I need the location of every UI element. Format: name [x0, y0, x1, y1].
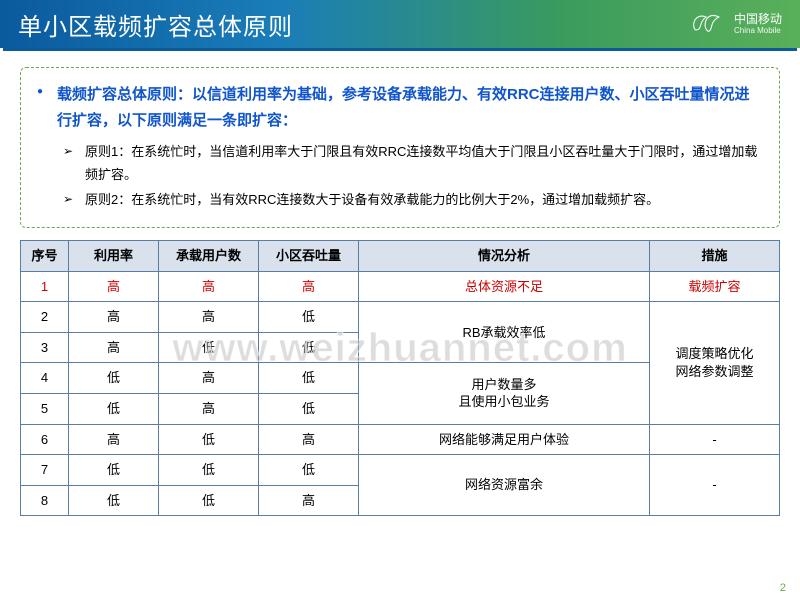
- col-tp: 小区吞吐量: [259, 241, 359, 272]
- page-number: 2: [780, 582, 786, 594]
- logo-text-en: China Mobile: [734, 26, 782, 36]
- table-row: 6 高 低 高 网络能够满足用户体验 -: [21, 424, 780, 455]
- logo-text-cn: 中国移动: [734, 12, 782, 26]
- brand-logo: 中国移动 China Mobile: [688, 9, 782, 39]
- analysis-table: 序号 利用率 承载用户数 小区吞吐量 情况分析 措施 1 高 高 高 总体资源不…: [20, 240, 780, 516]
- principles-box: 载频扩容总体原则：以信道利用率为基础，参考设备承载能力、有效RRC连接用户数、小…: [20, 67, 780, 228]
- table-row: 2 高 高 低 RB承载效率低 调度策略优化 网络参数调整: [21, 302, 780, 333]
- col-no: 序号: [21, 241, 69, 272]
- col-util: 利用率: [69, 241, 159, 272]
- divider: [3, 48, 797, 51]
- page-title: 单小区载频扩容总体原则: [18, 7, 293, 42]
- principle-2: 原则2：在系统忙时，当有效RRC连接数大于设备有效承载能力的比例大于2%，通过增…: [85, 189, 759, 212]
- col-action: 措施: [650, 241, 780, 272]
- main-principle: 载频扩容总体原则：以信道利用率为基础，参考设备承载能力、有效RRC连接用户数、小…: [57, 82, 759, 133]
- col-users: 承载用户数: [159, 241, 259, 272]
- header-bar: 单小区载频扩容总体原则 中国移动 China Mobile: [0, 0, 800, 48]
- table-header-row: 序号 利用率 承载用户数 小区吞吐量 情况分析 措施: [21, 241, 780, 272]
- principle-1: 原则1：在系统忙时，当信道利用率大于门限且有效RRC连接数平均值大于门限且小区吞…: [85, 141, 759, 187]
- action-merged: 调度策略优化 网络参数调整: [650, 302, 780, 424]
- table-row: 7 低 低 低 网络资源富余 -: [21, 455, 780, 486]
- analysis-merged: 用户数量多 且使用小包业务: [359, 363, 650, 424]
- cmcc-logo-icon: [688, 9, 730, 39]
- col-analysis: 情况分析: [359, 241, 650, 272]
- table-row: 1 高 高 高 总体资源不足 载频扩容: [21, 271, 780, 302]
